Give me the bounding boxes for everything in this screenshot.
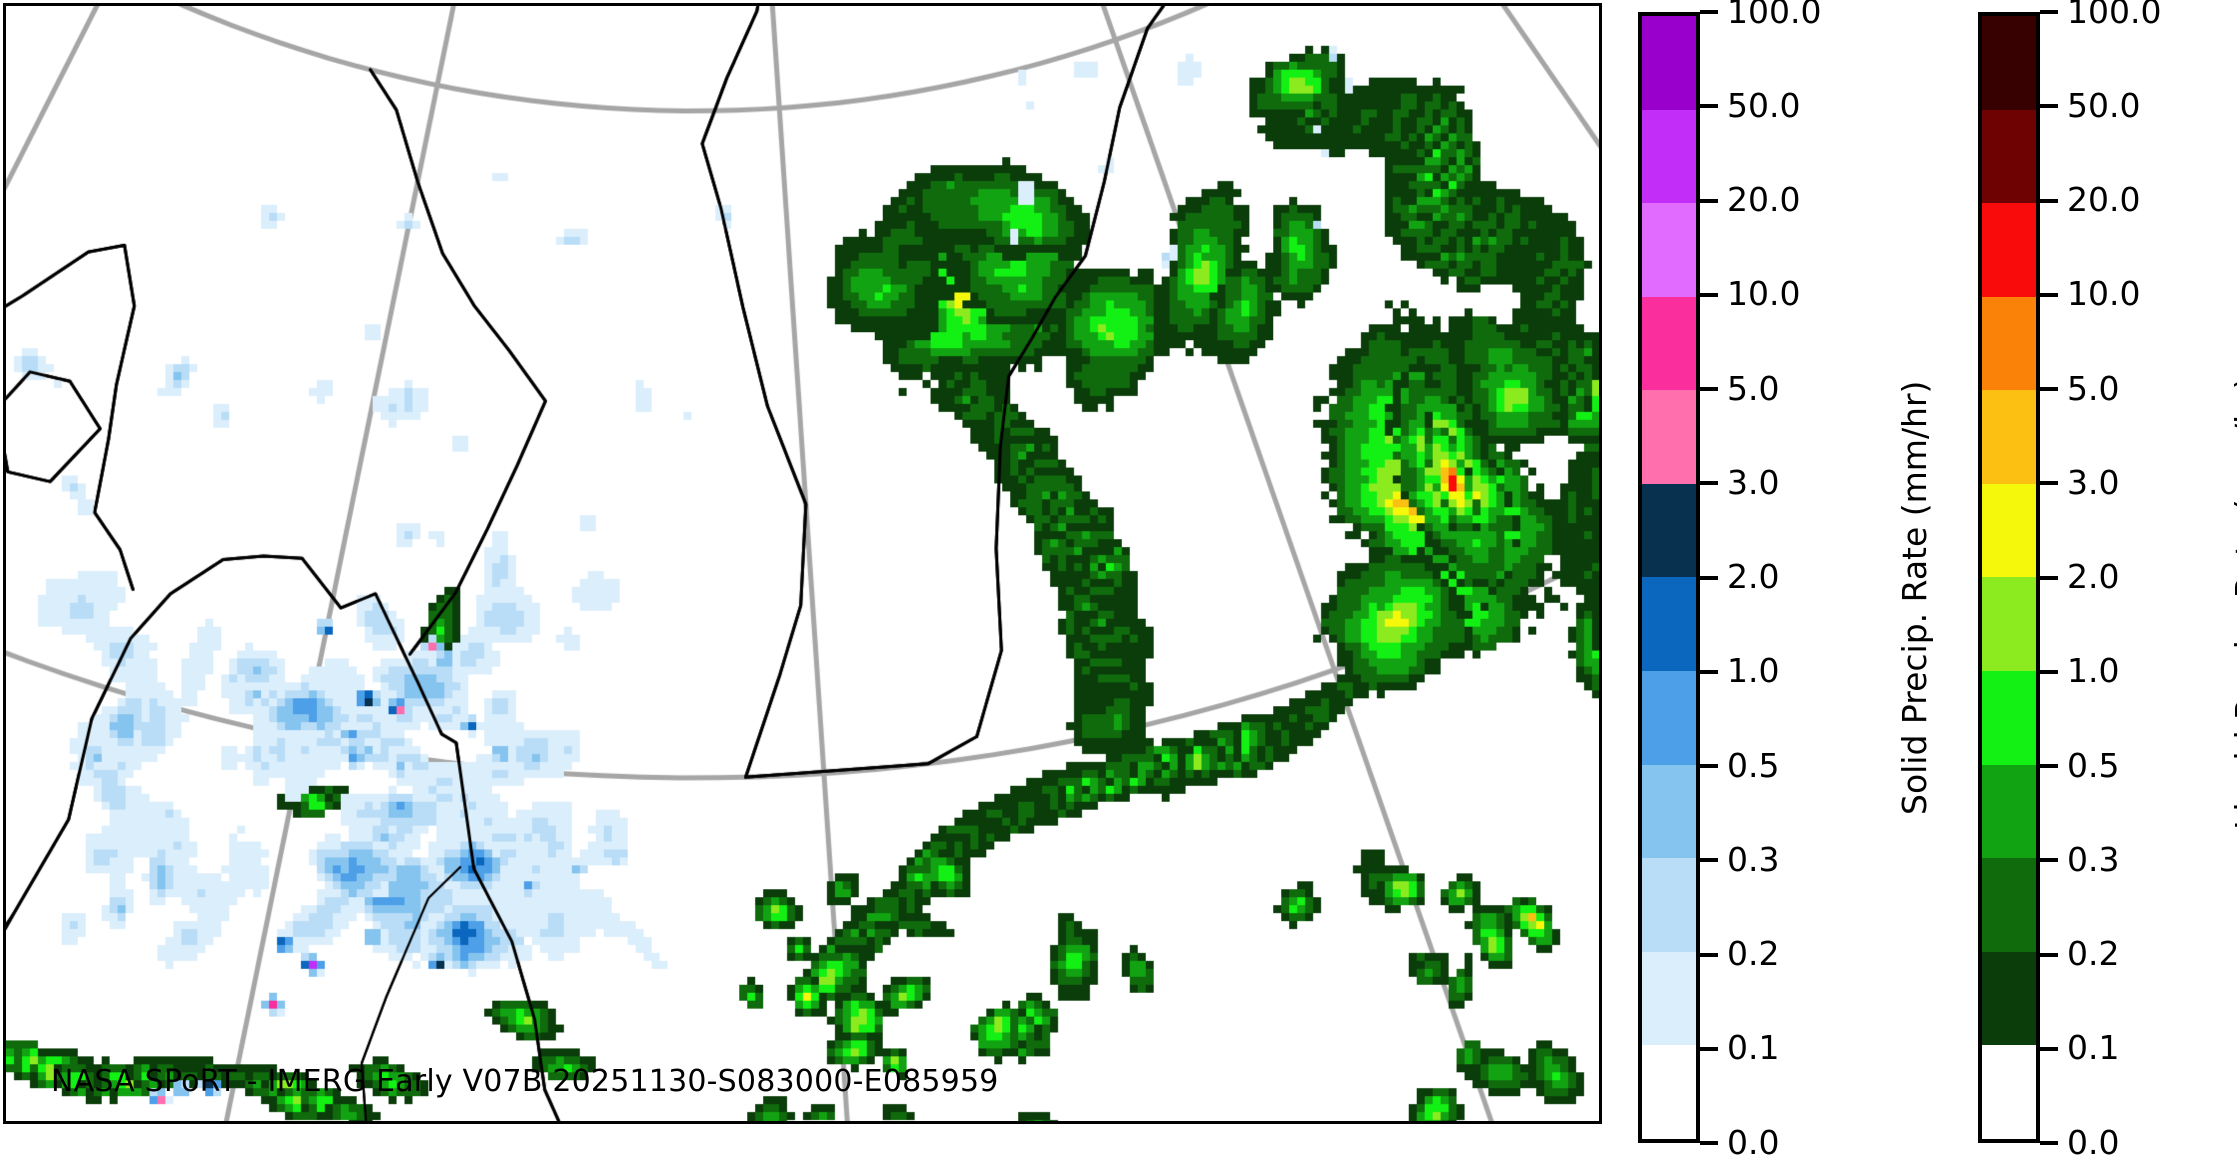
liquid-precip-colorbar-title: Liquid Precip. Rate (mm/hr) [2228, 376, 2237, 830]
liquid-precip-tickmark-icon [2040, 764, 2058, 768]
liquid-precip-ticklabel: 0.1 [2067, 1028, 2120, 1068]
liquid-precip-ticklabel: 1.0 [2067, 651, 2120, 691]
solid-precip-colorbar-cell-3 [1642, 764, 1696, 859]
solid-precip-ticklabel: 1.0 [1727, 651, 1780, 691]
liquid-precip-colorbar-cell-6 [1982, 483, 2036, 578]
solid-precip-ticklabel: 2.0 [1727, 557, 1780, 596]
liquid-precip-colorbar-cell-10 [1982, 109, 2036, 204]
solid-precip-ticklabel: 0.3 [1727, 839, 1780, 879]
solid-precip-ticklabel: 0.2 [1727, 934, 1780, 973]
solid-precip-ticklabel: 100.0 [1727, 0, 1822, 31]
liquid-precip-colorbar-cell-2 [1982, 858, 2036, 952]
solid-precip-tickmark-icon [1700, 198, 1718, 203]
liquid-precip-colorbar-group: 0.0 0.1 0.2 0.3 0.5 1.0 2.0 3.0 5.0 10.0 20.0 50.0 1… [1978, 0, 2237, 1159]
liquid-precip-ticklabel: 3.0 [2067, 462, 2120, 502]
solid-precip-colorbar-ticks: 0.0 0.1 0.2 0.3 0.5 1.0 2.0 3.0 5.0 10.0 20.0 50.0 1… [1700, 0, 1930, 1159]
solid-precip-colorbar-cell-11 [1642, 16, 1696, 110]
solid-precip-tickmark-icon [1700, 387, 1718, 391]
liquid-precip-ticklabel: 50.0 [2067, 85, 2141, 125]
liquid-precip-colorbar-cell-11 [1982, 16, 2036, 110]
liquid-precip-ticklabel: 0.2 [2067, 934, 2120, 973]
solid-precip-colorbar-cell-9 [1642, 203, 1696, 297]
solid-precip-colorbar-cell-1 [1642, 951, 1696, 1046]
solid-precip-ticklabel: 0.0 [1727, 1122, 1780, 1162]
liquid-precip-ticklabel: 5.0 [2067, 368, 2120, 408]
solid-precip-colorbar-strip [1638, 12, 1700, 1143]
liquid-precip-colorbar-ticks: 0.0 0.1 0.2 0.3 0.5 1.0 2.0 3.0 5.0 10.0 20.0 50.0 1… [2040, 0, 2237, 1159]
solid-precip-colorbar-cell-6 [1642, 483, 1696, 578]
liquid-precip-tickmark-icon [2040, 104, 2058, 109]
liquid-precip-tickmark-icon [2040, 292, 2058, 297]
solid-precip-colorbar-cell-0 [1642, 1045, 1696, 1139]
liquid-precip-tickmark-icon [2040, 669, 2058, 674]
solid-precip-colorbar-cell-8 [1642, 296, 1696, 391]
solid-precip-colorbar-cell-7 [1642, 390, 1696, 484]
liquid-precip-colorbar-cell-5 [1982, 577, 2036, 672]
liquid-precip-tickmark-icon [2040, 1046, 2058, 1051]
liquid-precip-colorbar-cell-0 [1982, 1045, 2036, 1139]
precipitation-map-canvas [6, 6, 1599, 1121]
liquid-precip-tickmark-icon [2040, 10, 2058, 14]
solid-precip-tickmark-icon [1700, 952, 1718, 957]
solid-precip-ticklabel: 50.0 [1727, 85, 1801, 125]
liquid-precip-ticklabel: 2.0 [2067, 557, 2120, 596]
liquid-precip-colorbar-strip [1978, 12, 2040, 1143]
liquid-precip-tickmark-icon [2040, 858, 2058, 863]
liquid-precip-ticklabel: 0.5 [2067, 745, 2120, 785]
liquid-precip-tickmark-icon [2040, 952, 2058, 957]
liquid-precip-ticklabel: 10.0 [2067, 274, 2141, 314]
solid-precip-ticklabel: 3.0 [1727, 462, 1780, 502]
solid-precip-tickmark-icon [1700, 1141, 1718, 1145]
solid-precip-colorbar-cell-4 [1642, 671, 1696, 765]
solid-precip-tickmark-icon [1700, 1046, 1718, 1051]
liquid-precip-colorbar-cell-9 [1982, 203, 2036, 297]
liquid-precip-ticklabel: 0.0 [2067, 1122, 2120, 1162]
liquid-precip-ticklabel: 20.0 [2067, 180, 2141, 219]
solid-precip-ticklabel: 0.1 [1727, 1028, 1780, 1068]
solid-precip-ticklabel: 20.0 [1727, 180, 1801, 219]
solid-precip-ticklabel: 0.5 [1727, 745, 1780, 785]
solid-precip-colorbar-cell-5 [1642, 577, 1696, 672]
liquid-precip-colorbar-cell-3 [1982, 764, 2036, 859]
liquid-precip-tickmark-icon [2040, 198, 2058, 203]
liquid-precip-colorbar-cell-4 [1982, 671, 2036, 765]
liquid-precip-ticklabel: 100.0 [2067, 0, 2162, 31]
solid-precip-ticklabel: 10.0 [1727, 274, 1801, 314]
solid-precip-tickmark-icon [1700, 858, 1718, 863]
solid-precip-tickmark-icon [1700, 764, 1718, 768]
solid-precip-tickmark-icon [1700, 481, 1718, 486]
liquid-precip-tickmark-icon [2040, 481, 2058, 486]
liquid-precip-tickmark-icon [2040, 387, 2058, 391]
solid-precip-tickmark-icon [1700, 10, 1718, 14]
solid-precip-colorbar-cell-10 [1642, 109, 1696, 204]
liquid-precip-ticklabel: 0.3 [2067, 839, 2120, 879]
liquid-precip-tickmark-icon [2040, 1141, 2058, 1145]
precipitation-map-panel: NASA SPoRT - IMERG Early V07B 20251130-S… [3, 3, 1602, 1124]
solid-precip-ticklabel: 5.0 [1727, 368, 1780, 408]
solid-precip-tickmark-icon [1700, 669, 1718, 674]
liquid-precip-tickmark-icon [2040, 575, 2058, 580]
solid-precip-tickmark-icon [1700, 104, 1718, 109]
solid-precip-tickmark-icon [1700, 575, 1718, 580]
solid-precip-tickmark-icon [1700, 292, 1718, 297]
liquid-precip-colorbar-cell-7 [1982, 390, 2036, 484]
solid-precip-colorbar-title: Solid Precip. Rate (mm/hr) [1895, 380, 1934, 815]
solid-precip-colorbar-group: 0.0 0.1 0.2 0.3 0.5 1.0 2.0 3.0 5.0 10.0 20.0 50.0 1… [1638, 0, 1938, 1159]
liquid-precip-colorbar-cell-1 [1982, 951, 2036, 1046]
liquid-precip-colorbar-cell-8 [1982, 296, 2036, 391]
solid-precip-colorbar-cell-2 [1642, 858, 1696, 952]
